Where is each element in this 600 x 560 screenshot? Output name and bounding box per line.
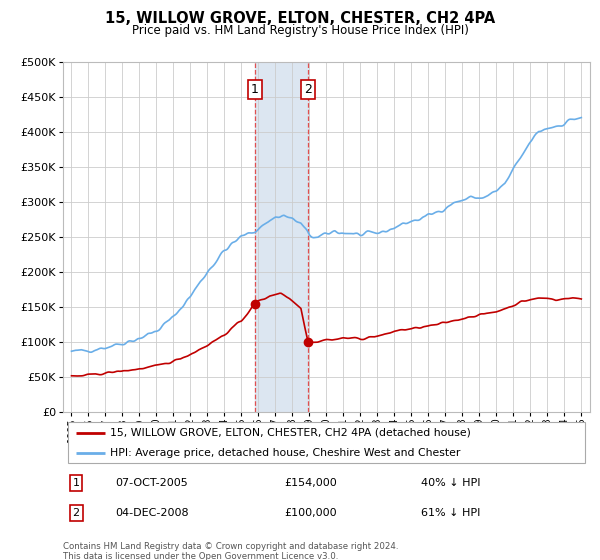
Text: 15, WILLOW GROVE, ELTON, CHESTER, CH2 4PA: 15, WILLOW GROVE, ELTON, CHESTER, CH2 4P…: [105, 11, 495, 26]
Text: Contains HM Land Registry data © Crown copyright and database right 2024.
This d: Contains HM Land Registry data © Crown c…: [63, 542, 398, 560]
Text: HPI: Average price, detached house, Cheshire West and Chester: HPI: Average price, detached house, Ches…: [110, 448, 461, 458]
Bar: [255, 62, 308, 412]
Text: 2: 2: [73, 508, 80, 518]
FancyBboxPatch shape: [68, 422, 584, 463]
Text: 2: 2: [304, 83, 312, 96]
Text: 1: 1: [73, 478, 80, 488]
Text: £154,000: £154,000: [284, 478, 337, 488]
Text: 61% ↓ HPI: 61% ↓ HPI: [421, 508, 481, 518]
Text: £100,000: £100,000: [284, 508, 337, 518]
Text: 40% ↓ HPI: 40% ↓ HPI: [421, 478, 481, 488]
Text: 04-DEC-2008: 04-DEC-2008: [116, 508, 190, 518]
Text: 07-OCT-2005: 07-OCT-2005: [116, 478, 188, 488]
Text: Price paid vs. HM Land Registry's House Price Index (HPI): Price paid vs. HM Land Registry's House …: [131, 24, 469, 36]
Text: 15, WILLOW GROVE, ELTON, CHESTER, CH2 4PA (detached house): 15, WILLOW GROVE, ELTON, CHESTER, CH2 4P…: [110, 427, 471, 437]
Text: 1: 1: [251, 83, 259, 96]
